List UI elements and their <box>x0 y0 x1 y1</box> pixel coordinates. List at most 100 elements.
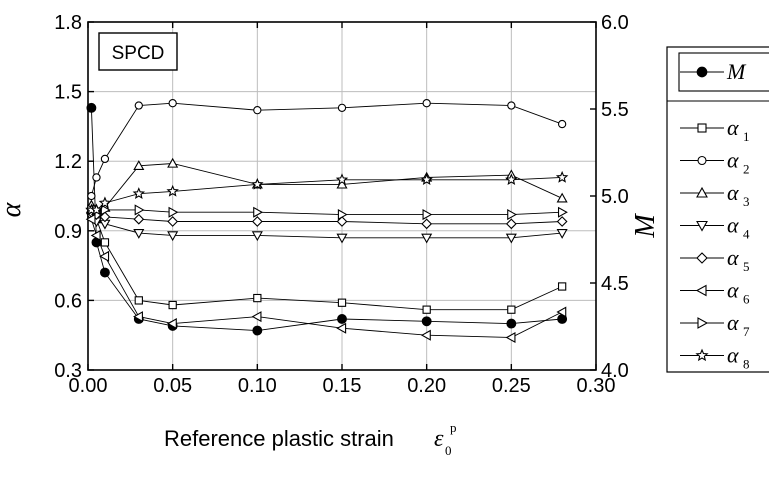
legend-marker <box>696 252 708 264</box>
legend-marker <box>696 186 708 198</box>
data-point <box>134 296 143 305</box>
legend-label: α <box>727 213 739 238</box>
data-point <box>337 314 347 324</box>
y-left-tick-label: 1.5 <box>54 82 82 104</box>
data-point <box>336 322 347 334</box>
data-point <box>99 250 110 262</box>
data-point <box>167 216 179 227</box>
data-point <box>505 173 518 186</box>
data-point <box>337 298 347 307</box>
x-axis-label-symbol: ε <box>434 426 444 452</box>
axis-ticks: 0.00 0.05 0.10 0.15 0.20 0.25 0.30 0.3 0.6 0.9 1.2… <box>54 12 629 397</box>
data-point <box>251 311 262 323</box>
data-point <box>421 316 432 327</box>
data-point <box>556 228 568 239</box>
annotation-label: SPCD <box>112 43 165 64</box>
data-point <box>168 99 177 108</box>
data-point <box>336 233 348 244</box>
y-left-tick-label: 0.3 <box>54 360 82 382</box>
data-point <box>555 170 569 183</box>
y-right-tick-label: 5.5 <box>601 99 629 121</box>
x-tick-label: 0.05 <box>153 375 192 397</box>
x-axis-label: Reference plastic strain ε p 0 <box>164 420 457 458</box>
data-point <box>85 213 96 225</box>
y-left-tick-label: 0.6 <box>54 290 82 312</box>
legend-label: α <box>727 310 739 335</box>
data-point <box>507 305 516 314</box>
legend-marker <box>695 348 709 362</box>
x-tick-label: 0.25 <box>492 375 531 397</box>
x-tick-label: 0.15 <box>323 375 362 397</box>
legend-label: α <box>727 343 739 368</box>
annotation-box <box>98 32 178 71</box>
data-point <box>557 282 567 291</box>
series-6 <box>85 213 567 344</box>
data-point <box>506 318 517 329</box>
data-point <box>167 231 179 242</box>
legend-label-subscript: 4 <box>743 227 750 242</box>
legend-M-frame <box>678 52 769 92</box>
legend-label: α <box>727 115 739 140</box>
x-tick-label: 0.10 <box>238 375 277 397</box>
legend-label-subscript: 2 <box>743 162 750 177</box>
x-axis-label-text: Reference plastic strain <box>164 426 394 451</box>
data-point <box>251 216 263 227</box>
series-line <box>90 219 563 338</box>
legend-marker <box>696 66 708 78</box>
legend-marker <box>697 317 709 329</box>
legend-label-subscript: 3 <box>743 194 750 209</box>
data-point <box>556 216 568 227</box>
data-point <box>168 300 177 310</box>
series-line <box>91 214 563 311</box>
data-point <box>507 209 518 221</box>
series-8 <box>85 170 569 216</box>
y-right-tick-label: 5.0 <box>601 186 629 208</box>
data-point <box>507 101 516 110</box>
x-tick-label: 0.20 <box>407 375 446 397</box>
data-point <box>134 204 145 216</box>
legend-item-0: M <box>680 59 747 84</box>
y-left-tick-label: 1.2 <box>54 151 82 173</box>
series-4 <box>85 212 568 244</box>
data-point <box>422 99 431 108</box>
y-left-axis-label: α <box>0 201 27 217</box>
series-line <box>90 102 563 197</box>
series-line <box>91 216 563 239</box>
y-right-tick-label: 4.0 <box>601 360 629 382</box>
legend: Mα 1α 2α 3α 4α 5α 6α 7α 8 <box>666 46 769 373</box>
data-point <box>557 206 568 218</box>
data-point <box>335 173 349 186</box>
data-point <box>253 106 262 115</box>
series-5 <box>86 206 568 230</box>
data-point <box>505 218 517 230</box>
series-7 <box>87 204 568 221</box>
legend-label: α <box>727 180 739 205</box>
data-point <box>422 209 433 221</box>
series-line <box>90 107 563 332</box>
data-point <box>100 204 111 216</box>
data-point <box>134 101 143 110</box>
data-point <box>90 229 101 241</box>
x-tick-label: 0.30 <box>577 375 616 397</box>
series-line <box>91 163 563 211</box>
series-2 <box>87 99 567 201</box>
legend-marker <box>695 284 707 297</box>
data-point <box>252 325 263 336</box>
legend-marker <box>697 155 707 166</box>
data-point <box>133 311 143 323</box>
data-point <box>421 233 433 244</box>
legend-marker <box>696 220 708 232</box>
legend-label: α <box>727 278 739 303</box>
data-point <box>99 267 110 278</box>
data-point <box>167 157 179 168</box>
legend-label-subscript: 7 <box>743 324 750 339</box>
data-point <box>420 173 433 186</box>
data-point <box>505 331 516 344</box>
data-point <box>251 177 264 190</box>
y-right-tick-label: 4.5 <box>601 273 629 295</box>
y-left-tick-label: 1.8 <box>54 12 82 34</box>
